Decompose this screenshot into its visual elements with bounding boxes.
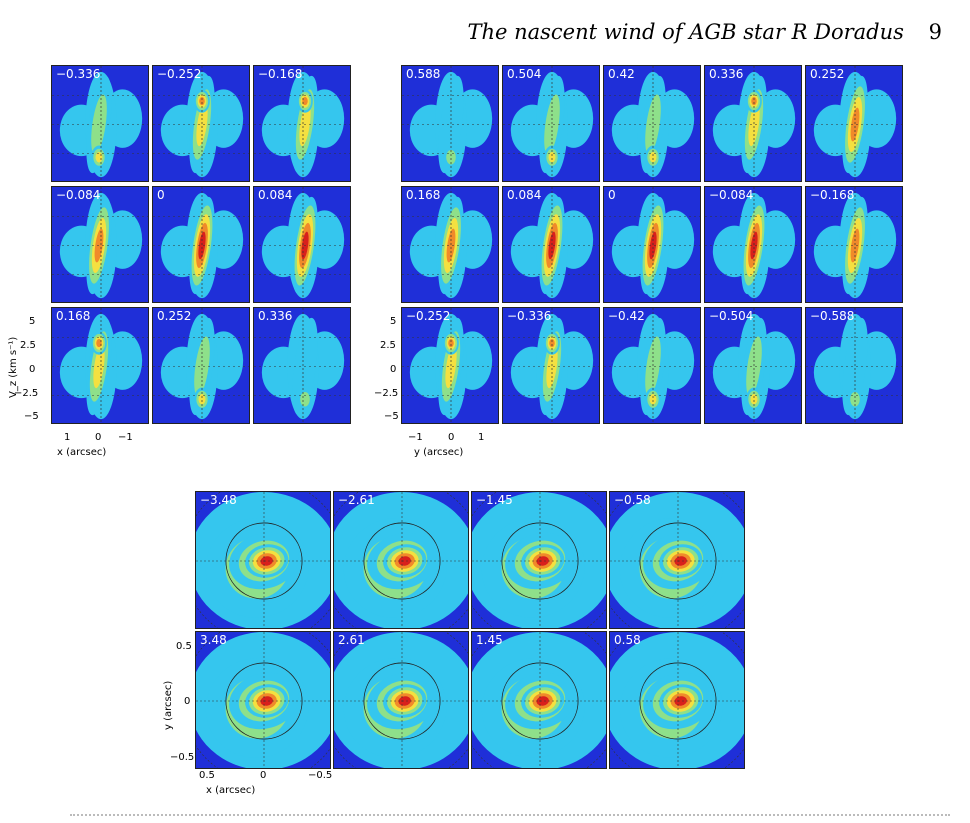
- panel-velocity-label: −0.084: [709, 188, 754, 202]
- panel-velocity-label: 0.084: [258, 188, 293, 202]
- caption-cutoff: [0, 808, 970, 823]
- running-title: The nascent wind of AGB star R Doradus: [467, 20, 904, 44]
- panel-velocity-label: 2.61: [338, 633, 365, 647]
- panel-velocity-label: 0.084: [507, 188, 542, 202]
- bottom-xtick: 0.5: [199, 770, 215, 781]
- panel-velocity-label: 0.504: [507, 67, 542, 81]
- right-ytick: 5: [390, 316, 397, 327]
- velocity-map-panel: −2.61: [333, 491, 469, 629]
- channel-map-panel: 0.42: [603, 65, 701, 182]
- channel-map-panel: 0: [603, 186, 701, 303]
- panel-velocity-label: −0.252: [157, 67, 202, 81]
- channel-map-panel: −0.336: [502, 307, 600, 424]
- right-xtick: 1: [478, 432, 485, 443]
- channel-map-panel: 0.336: [704, 65, 802, 182]
- panel-velocity-label: 0.252: [157, 309, 192, 323]
- right-xtick: 0: [448, 432, 455, 443]
- right-ytick: −2.5: [374, 388, 399, 399]
- left-ylabel: V_z (km s⁻¹): [8, 336, 19, 398]
- panel-velocity-label: −2.61: [338, 493, 375, 507]
- channel-map-panel: −0.42: [603, 307, 701, 424]
- channel-map-panel: 0.336: [253, 307, 351, 424]
- channel-map-panel: −0.168: [253, 65, 351, 182]
- velocity-map-panel: 3.48: [195, 631, 331, 769]
- panel-velocity-label: −0.168: [810, 188, 855, 202]
- panel-velocity-label: 0.58: [614, 633, 641, 647]
- panel-velocity-label: 0.168: [56, 309, 91, 323]
- velocity-map-panel: 2.61: [333, 631, 469, 769]
- channel-map-panel: 0.504: [502, 65, 600, 182]
- right-ytick: 0: [390, 364, 397, 375]
- bottom-xtick: −0.5: [308, 770, 333, 781]
- bottom-ytick: 0: [184, 696, 191, 707]
- channel-map-panel: 0.084: [502, 186, 600, 303]
- panel-velocity-label: −0.504: [709, 309, 754, 323]
- bottom-xtick: 0: [260, 770, 267, 781]
- panel-velocity-label: 0: [157, 188, 165, 202]
- channel-map-panel: 0.588: [401, 65, 499, 182]
- velocity-map-panel: −3.48: [195, 491, 331, 629]
- panel-velocity-label: 0.42: [608, 67, 635, 81]
- velocity-map-panel: −1.45: [471, 491, 607, 629]
- channel-map-panel: −0.588: [805, 307, 903, 424]
- velocity-map-panel: −0.58: [609, 491, 745, 629]
- bottom-ylabel: y (arcsec): [163, 680, 174, 730]
- bottom-ytick: −0.5: [170, 752, 195, 763]
- left-xtick: 0: [95, 432, 102, 443]
- channel-map-panel: 0.252: [152, 307, 250, 424]
- panel-velocity-label: −0.252: [406, 309, 451, 323]
- channel-map-panel: 0.084: [253, 186, 351, 303]
- left-xtick: 1: [64, 432, 71, 443]
- panel-velocity-label: −0.42: [608, 309, 645, 323]
- left-xlabel: x (arcsec): [57, 447, 107, 458]
- panel-velocity-label: 0: [608, 188, 616, 202]
- channel-map-panel: −0.504: [704, 307, 802, 424]
- left-ytick: 5: [29, 316, 36, 327]
- channel-map-panel: −0.252: [152, 65, 250, 182]
- panel-velocity-label: −0.336: [507, 309, 552, 323]
- bottom-xlabel: x (arcsec): [206, 785, 256, 796]
- panel-velocity-label: 0.336: [709, 67, 744, 81]
- page-number: 9: [928, 20, 942, 44]
- panel-velocity-label: 1.45: [476, 633, 503, 647]
- right-ytick: −5: [384, 411, 399, 422]
- panel-velocity-label: 0.252: [810, 67, 845, 81]
- panel-velocity-label: 0.168: [406, 188, 441, 202]
- channel-map-panel: −0.336: [51, 65, 149, 182]
- velocity-map-panel: 1.45: [471, 631, 607, 769]
- bottom-ytick: 0.5: [176, 641, 192, 652]
- channel-map-panel: 0.252: [805, 65, 903, 182]
- left-xtick: −1: [118, 432, 133, 443]
- panel-velocity-label: −0.58: [614, 493, 651, 507]
- running-header: The nascent wind of AGB star R Doradus 9: [467, 20, 942, 44]
- channel-map-panel: 0.168: [51, 307, 149, 424]
- panel-velocity-label: −0.084: [56, 188, 101, 202]
- panel-velocity-label: −3.48: [200, 493, 237, 507]
- left-ytick: 2.5: [20, 340, 36, 351]
- left-ytick: −2.5: [14, 388, 39, 399]
- panel-velocity-label: −0.168: [258, 67, 303, 81]
- right-xlabel: y (arcsec): [414, 447, 464, 458]
- right-ytick: 2.5: [380, 340, 396, 351]
- left-ytick: 0: [29, 364, 36, 375]
- panel-velocity-label: 3.48: [200, 633, 227, 647]
- panel-velocity-label: −0.336: [56, 67, 101, 81]
- channel-map-panel: −0.084: [51, 186, 149, 303]
- channel-map-panel: −0.252: [401, 307, 499, 424]
- panel-velocity-label: −0.588: [810, 309, 855, 323]
- panel-velocity-label: −1.45: [476, 493, 513, 507]
- channel-map-panel: 0.168: [401, 186, 499, 303]
- right-xtick: −1: [408, 432, 423, 443]
- left-ytick: −5: [24, 411, 39, 422]
- channel-map-panel: −0.168: [805, 186, 903, 303]
- channel-map-panel: 0: [152, 186, 250, 303]
- velocity-map-panel: 0.58: [609, 631, 745, 769]
- channel-map-panel: −0.084: [704, 186, 802, 303]
- panel-velocity-label: 0.588: [406, 67, 441, 81]
- panel-velocity-label: 0.336: [258, 309, 293, 323]
